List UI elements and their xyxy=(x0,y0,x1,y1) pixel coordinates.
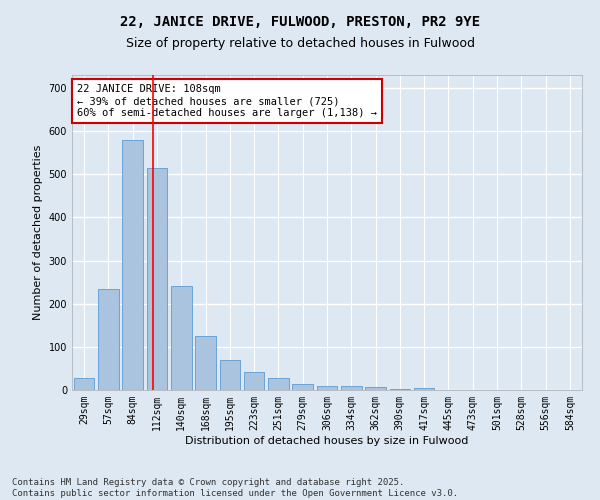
Bar xyxy=(195,336,216,390)
Bar xyxy=(220,360,240,390)
Y-axis label: Number of detached properties: Number of detached properties xyxy=(33,145,43,320)
Text: 22 JANICE DRIVE: 108sqm
← 39% of detached houses are smaller (725)
60% of semi-d: 22 JANICE DRIVE: 108sqm ← 39% of detache… xyxy=(77,84,377,117)
Bar xyxy=(292,384,313,390)
Bar xyxy=(341,386,362,390)
Bar xyxy=(317,386,337,390)
Bar xyxy=(146,168,167,390)
Bar xyxy=(98,290,119,390)
Bar xyxy=(414,388,434,390)
Text: Contains HM Land Registry data © Crown copyright and database right 2025.
Contai: Contains HM Land Registry data © Crown c… xyxy=(12,478,458,498)
Bar xyxy=(171,286,191,390)
X-axis label: Distribution of detached houses by size in Fulwood: Distribution of detached houses by size … xyxy=(185,436,469,446)
Bar xyxy=(74,378,94,390)
Text: Size of property relative to detached houses in Fulwood: Size of property relative to detached ho… xyxy=(125,38,475,51)
Bar xyxy=(122,140,143,390)
Bar xyxy=(268,378,289,390)
Bar xyxy=(244,372,265,390)
Bar xyxy=(389,388,410,390)
Bar xyxy=(365,386,386,390)
Text: 22, JANICE DRIVE, FULWOOD, PRESTON, PR2 9YE: 22, JANICE DRIVE, FULWOOD, PRESTON, PR2 … xyxy=(120,15,480,29)
